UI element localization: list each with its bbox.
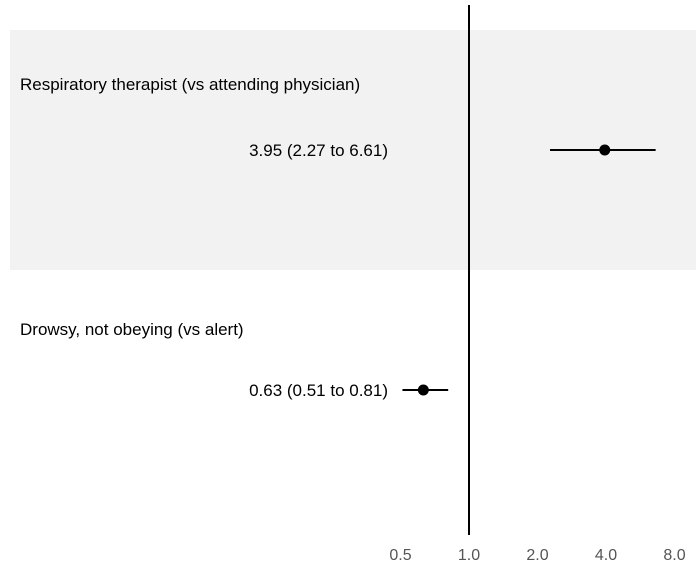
x-tick-label-5: 8.0 [663, 547, 685, 564]
point-estimate-1 [599, 144, 611, 156]
row-label-1: Respiratory therapist (vs attending phys… [20, 75, 360, 94]
x-tick-label-2: 1.0 [458, 547, 480, 564]
row-label-2: Drowsy, not obeying (vs alert) [20, 320, 244, 339]
point-estimate-2 [417, 384, 429, 396]
row-estimate-text-2: 0.63 (0.51 to 0.81) [249, 381, 388, 400]
row-estimate-text-1: 3.95 (2.27 to 6.61) [249, 141, 388, 160]
x-tick-label-1: 0.5 [389, 547, 411, 564]
x-tick-label-4: 4.0 [595, 547, 617, 564]
x-tick-label-3: 2.0 [526, 547, 548, 564]
